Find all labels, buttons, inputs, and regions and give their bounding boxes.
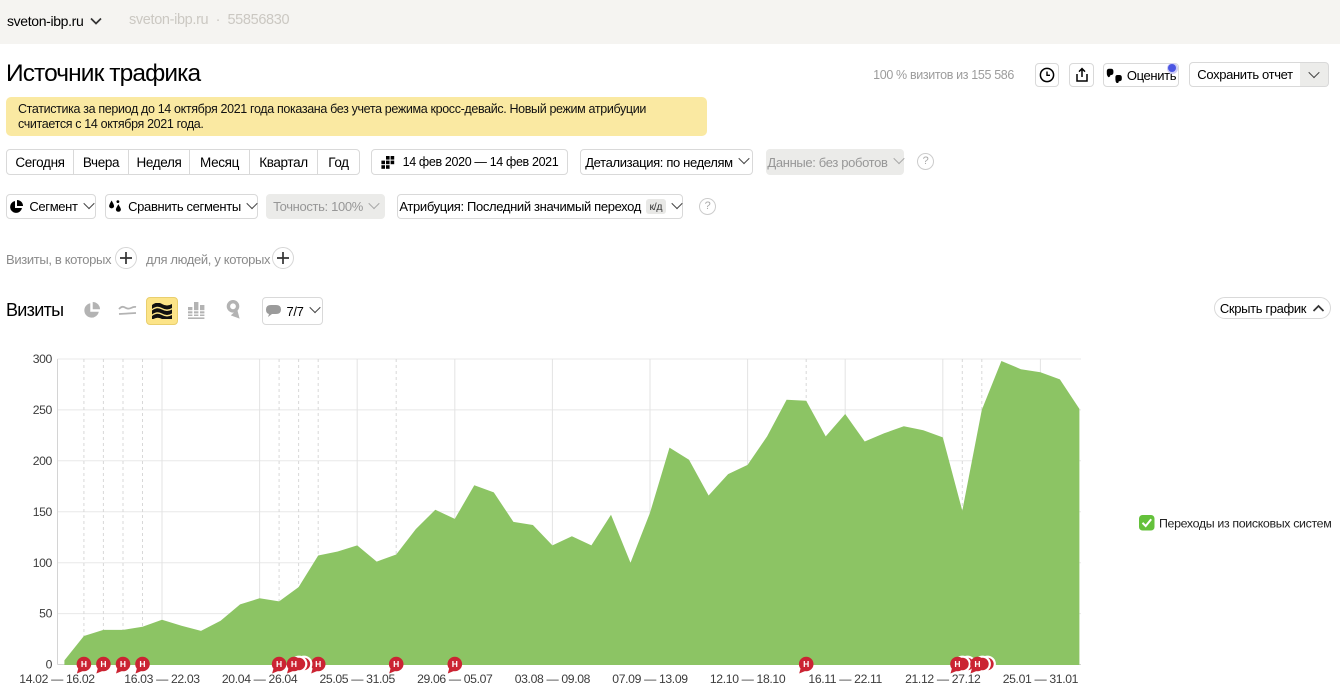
svg-text:Н: Н <box>974 659 980 669</box>
svg-text:Н: Н <box>120 659 126 669</box>
svg-text:50: 50 <box>39 607 52 621</box>
svg-text:300: 300 <box>33 352 53 366</box>
svg-text:Н: Н <box>81 659 87 669</box>
svg-text:Н: Н <box>100 659 106 669</box>
svg-text:150: 150 <box>33 505 53 519</box>
svg-text:21.12 — 27.12: 21.12 — 27.12 <box>905 672 981 686</box>
svg-text:07.09 — 13.09: 07.09 — 13.09 <box>612 672 688 686</box>
svg-text:250: 250 <box>33 403 53 417</box>
svg-text:14.02 — 16.02: 14.02 — 16.02 <box>19 672 95 686</box>
svg-text:0: 0 <box>46 658 53 672</box>
svg-text:29.06 — 05.07: 29.06 — 05.07 <box>417 672 493 686</box>
svg-text:Переходы из поисковых систем: Переходы из поисковых систем <box>1159 517 1331 531</box>
svg-text:Н: Н <box>954 659 960 669</box>
svg-text:25.05 — 31.05: 25.05 — 31.05 <box>319 672 395 686</box>
svg-text:20.04 — 26.04: 20.04 — 26.04 <box>222 672 298 686</box>
svg-text:Н: Н <box>803 659 809 669</box>
svg-text:100: 100 <box>33 556 53 570</box>
svg-text:16.11 — 22.11: 16.11 — 22.11 <box>808 672 882 686</box>
svg-text:12.10 — 18.10: 12.10 — 18.10 <box>710 672 786 686</box>
svg-text:Н: Н <box>452 659 458 669</box>
svg-text:Н: Н <box>276 659 282 669</box>
svg-text:03.08 — 09.08: 03.08 — 09.08 <box>515 672 591 686</box>
svg-text:25.01 — 31.01: 25.01 — 31.01 <box>1003 672 1079 686</box>
svg-text:16.03 — 22.03: 16.03 — 22.03 <box>124 672 200 686</box>
svg-text:200: 200 <box>33 454 53 468</box>
svg-text:Н: Н <box>291 659 297 669</box>
svg-text:Н: Н <box>139 659 145 669</box>
svg-text:Н: Н <box>393 659 399 669</box>
svg-text:Н: Н <box>315 659 321 669</box>
